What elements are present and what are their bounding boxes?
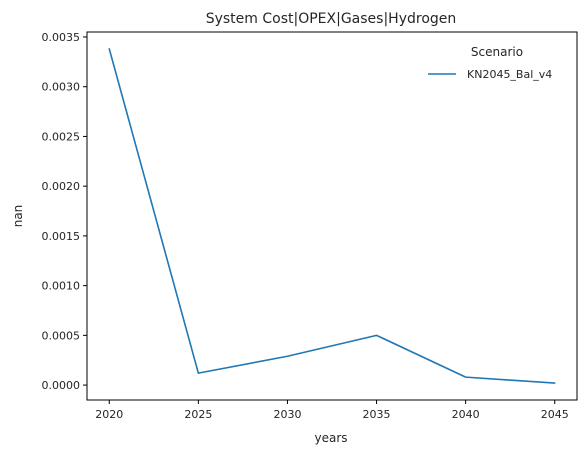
y-tick-label-0: 0.0000 — [42, 379, 81, 392]
chart-title: System Cost|OPEX|Gases|Hydrogen — [206, 11, 457, 27]
y-tick-label-7: 0.0035 — [42, 31, 81, 44]
x-tick-label-2: 2030 — [273, 408, 301, 421]
y-tick-label-6: 0.0030 — [42, 81, 81, 94]
x-axis-label: years — [314, 431, 347, 445]
y-tick-label-1: 0.0005 — [42, 329, 81, 342]
series-layer — [108, 48, 556, 384]
y-tick-label-2: 0.0010 — [42, 280, 81, 293]
y-axis-label: nan — [11, 205, 25, 228]
x-tick-label-1: 2025 — [184, 408, 212, 421]
series-line-0 — [108, 48, 556, 384]
legend: Scenario KN2045_Bal_v4 — [428, 45, 552, 81]
x-tick-label-3: 2035 — [363, 408, 391, 421]
y-axis: 0.0000 0.0005 0.0010 0.0015 0.0020 0.0025 0.00… — [42, 31, 87, 392]
plot-area — [86, 31, 578, 401]
x-tick-label-5: 2045 — [541, 408, 569, 421]
x-tick-label-4: 2040 — [452, 408, 480, 421]
legend-label-kn2045-bal-v4: KN2045_Bal_v4 — [467, 68, 552, 81]
legend-title: Scenario — [471, 45, 523, 59]
y-tick-label-5: 0.0025 — [42, 130, 81, 143]
y-tick-label-4: 0.0020 — [42, 180, 81, 193]
x-axis: 2020 2025 2030 2035 2040 2045 — [95, 400, 569, 421]
axes-frame — [86, 31, 578, 401]
x-tick-label-0: 2020 — [95, 408, 123, 421]
y-tick-label-3: 0.0015 — [42, 230, 81, 243]
